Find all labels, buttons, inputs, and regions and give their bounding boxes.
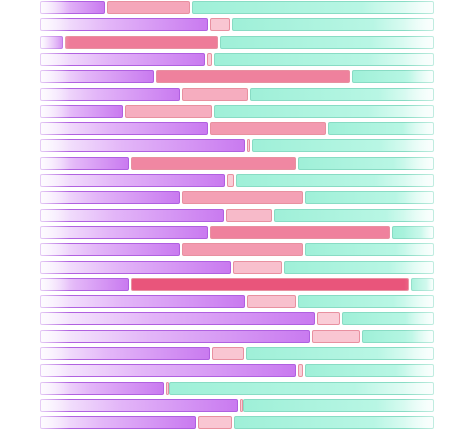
bar-segment-purple [40, 278, 129, 291]
bar-segment-purple [40, 88, 180, 101]
bar-segment-pink [65, 36, 218, 49]
bar-segment-pink [198, 416, 232, 429]
bar-segment-teal [305, 191, 434, 204]
bar-segment-purple [40, 295, 245, 308]
bar-segment-teal [305, 243, 434, 256]
bar-segment-teal [305, 364, 434, 377]
bar-segment-pink [247, 295, 296, 308]
bar-segment-teal [220, 36, 434, 49]
bar-segment-pink [233, 261, 282, 274]
bar-segment-pink [212, 347, 244, 360]
bar-segment-purple [40, 382, 164, 395]
bar-segment-purple [40, 399, 238, 412]
bar-segment-pink [312, 330, 360, 343]
bar-segment-pink [131, 278, 409, 291]
bar-segment-teal [362, 330, 434, 343]
bar-segment-purple [40, 191, 180, 204]
bar-segment-teal [236, 174, 434, 187]
bar-segment-pink [125, 105, 212, 118]
bar-segment-teal [169, 382, 434, 395]
bar-segment-teal [252, 139, 434, 152]
bar-segment-pink [210, 18, 230, 31]
bar-segment-pink [207, 53, 212, 66]
bar-segment-pink [317, 312, 340, 325]
bar-segment-pink [156, 70, 350, 83]
bar-segment-teal [214, 53, 434, 66]
bar-segment-teal [192, 1, 434, 14]
bar-segment-pink [227, 174, 234, 187]
bar-segment-purple [40, 312, 315, 325]
bar-segment-teal [274, 209, 434, 222]
bar-segment-pink [131, 157, 296, 170]
bar-segment-purple [40, 36, 63, 49]
bar-segment-teal [342, 312, 434, 325]
bar-segment-purple [40, 243, 180, 256]
bar-segment-teal [352, 70, 434, 83]
bar-segment-teal [214, 105, 434, 118]
bar-segment-purple [40, 53, 205, 66]
bar-segment-teal [328, 122, 434, 135]
bar-segment-teal [284, 261, 434, 274]
bar-segment-teal [243, 399, 434, 412]
bar-segment-purple [40, 105, 123, 118]
bar-segment-purple [40, 209, 224, 222]
bar-segment-purple [40, 70, 154, 83]
bar-segment-teal [298, 157, 434, 170]
bar-segment-purple [40, 18, 208, 31]
bar-segment-pink [210, 122, 326, 135]
bar-segment-teal [234, 416, 434, 429]
bar-segment-purple [40, 226, 208, 239]
bar-segment-purple [40, 347, 210, 360]
bar-segment-pink [107, 1, 190, 14]
bar-segment-teal [392, 226, 434, 239]
bar-segment-purple [40, 157, 129, 170]
bar-segment-purple [40, 139, 245, 152]
bar-segment-purple [40, 330, 310, 343]
bar-segment-purple [40, 122, 208, 135]
bar-segment-pink [182, 88, 248, 101]
bar-segment-purple [40, 416, 196, 429]
bar-segment-teal [250, 88, 434, 101]
bar-segment-purple [40, 364, 296, 377]
bar-segment-teal [411, 278, 434, 291]
bar-segment-purple [40, 1, 105, 14]
bar-segment-pink [182, 191, 303, 204]
bar-segment-pink [298, 364, 303, 377]
bar-segment-purple [40, 174, 225, 187]
bar-segment-pink [210, 226, 390, 239]
bar-segment-pink [240, 399, 243, 412]
bar-segment-pink [182, 243, 303, 256]
bar-segment-pink [226, 209, 272, 222]
bar-segment-teal [298, 295, 434, 308]
bar-segment-pink [247, 139, 250, 152]
bar-segment-teal [232, 18, 434, 31]
bar-segment-pink [166, 382, 169, 395]
bar-segment-purple [40, 261, 231, 274]
bar-segment-teal [246, 347, 434, 360]
